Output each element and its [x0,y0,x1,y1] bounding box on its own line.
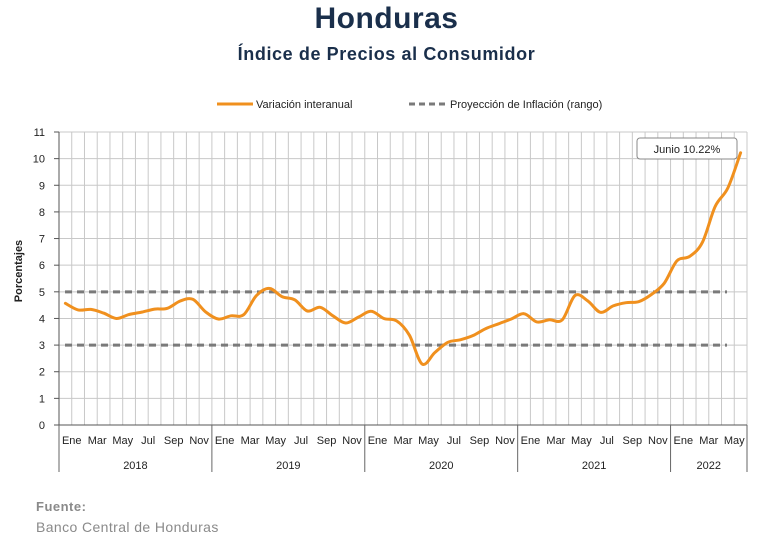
x-tick-label: Mar [394,435,413,447]
y-tick-label: 0 [39,420,45,432]
grid [58,131,748,425]
x-tick-label: Mar [241,435,260,447]
x-tick-label: Ene [674,435,694,447]
x-tick-label: May [265,435,286,447]
y-tick-label: 10 [33,154,45,166]
annotation: Junio 10.22% [636,137,738,160]
y-tick-label: 4 [39,313,45,325]
tick-labels: 0 1 2 3 4 5 6 7 8 9 10 11 Ene Mar May Jul Sep Nov Ene Mar Ma… [33,127,745,472]
year-label: 2022 [697,460,721,472]
year-label: 2019 [276,460,300,472]
legend-label-proyeccion: Proyección de Inflación (rango) [450,99,602,111]
x-tick-label: Jul [141,435,155,447]
annotation-box [636,137,738,160]
x-tick-label: May [418,435,439,447]
x-tick-label: May [724,435,745,447]
x-tick-label: Jul [600,435,614,447]
projection-band [65,290,727,347]
y-tick-label: 7 [39,234,45,246]
year-label: 2018 [123,460,147,472]
chart-title: Honduras [314,2,459,35]
chart-subtitle: Índice de Precios al Consumidor [237,44,536,64]
x-tick-label: Ene [215,435,235,447]
x-tick-label: May [571,435,592,447]
x-tick-label: Jul [447,435,461,447]
y-tick-label: 2 [39,367,45,379]
year-label: 2021 [582,460,606,472]
y-tick-label: 1 [39,393,45,405]
x-tick-label: Ene [521,435,541,447]
x-tick-label: Nov [189,435,209,447]
y-tick-label: 8 [39,207,45,219]
x-tick-label: Nov [495,435,515,447]
y-tick-label: 11 [34,127,45,139]
x-tick-label: Nov [342,435,362,447]
y-tick-label: 9 [39,180,45,192]
x-tick-label: Ene [368,435,388,447]
x-tick-label: Mar [699,435,718,447]
y-axis-title: Porcentajes [13,240,25,302]
y-tick-label: 3 [39,340,45,352]
x-tick-label: Ene [62,435,82,447]
annotation-text: Junio 10.22% [654,144,721,156]
x-tick-label: Nov [648,435,668,447]
series-line-variacion [63,151,743,366]
year-label: 2020 [429,460,453,472]
x-tick-label: Sep [623,435,643,447]
x-tick-label: Sep [164,435,184,447]
x-tick-label: May [112,435,133,447]
x-tick-label: Sep [470,435,490,447]
x-tick-label: Mar [546,435,565,447]
legend-label-variacion: Variación interanual [256,99,352,111]
legend: Variación interanual Proyección de Infla… [217,99,602,111]
y-tick-label: 6 [39,260,45,272]
x-tick-label: Jul [294,435,308,447]
source-text: Banco Central de Honduras [36,519,219,535]
x-tick-label: Mar [88,435,107,447]
y-tick-label: 5 [39,287,45,299]
axes [54,131,748,472]
x-tick-label: Sep [317,435,337,447]
series-layer [63,151,743,366]
source-label: Fuente: [36,499,87,514]
